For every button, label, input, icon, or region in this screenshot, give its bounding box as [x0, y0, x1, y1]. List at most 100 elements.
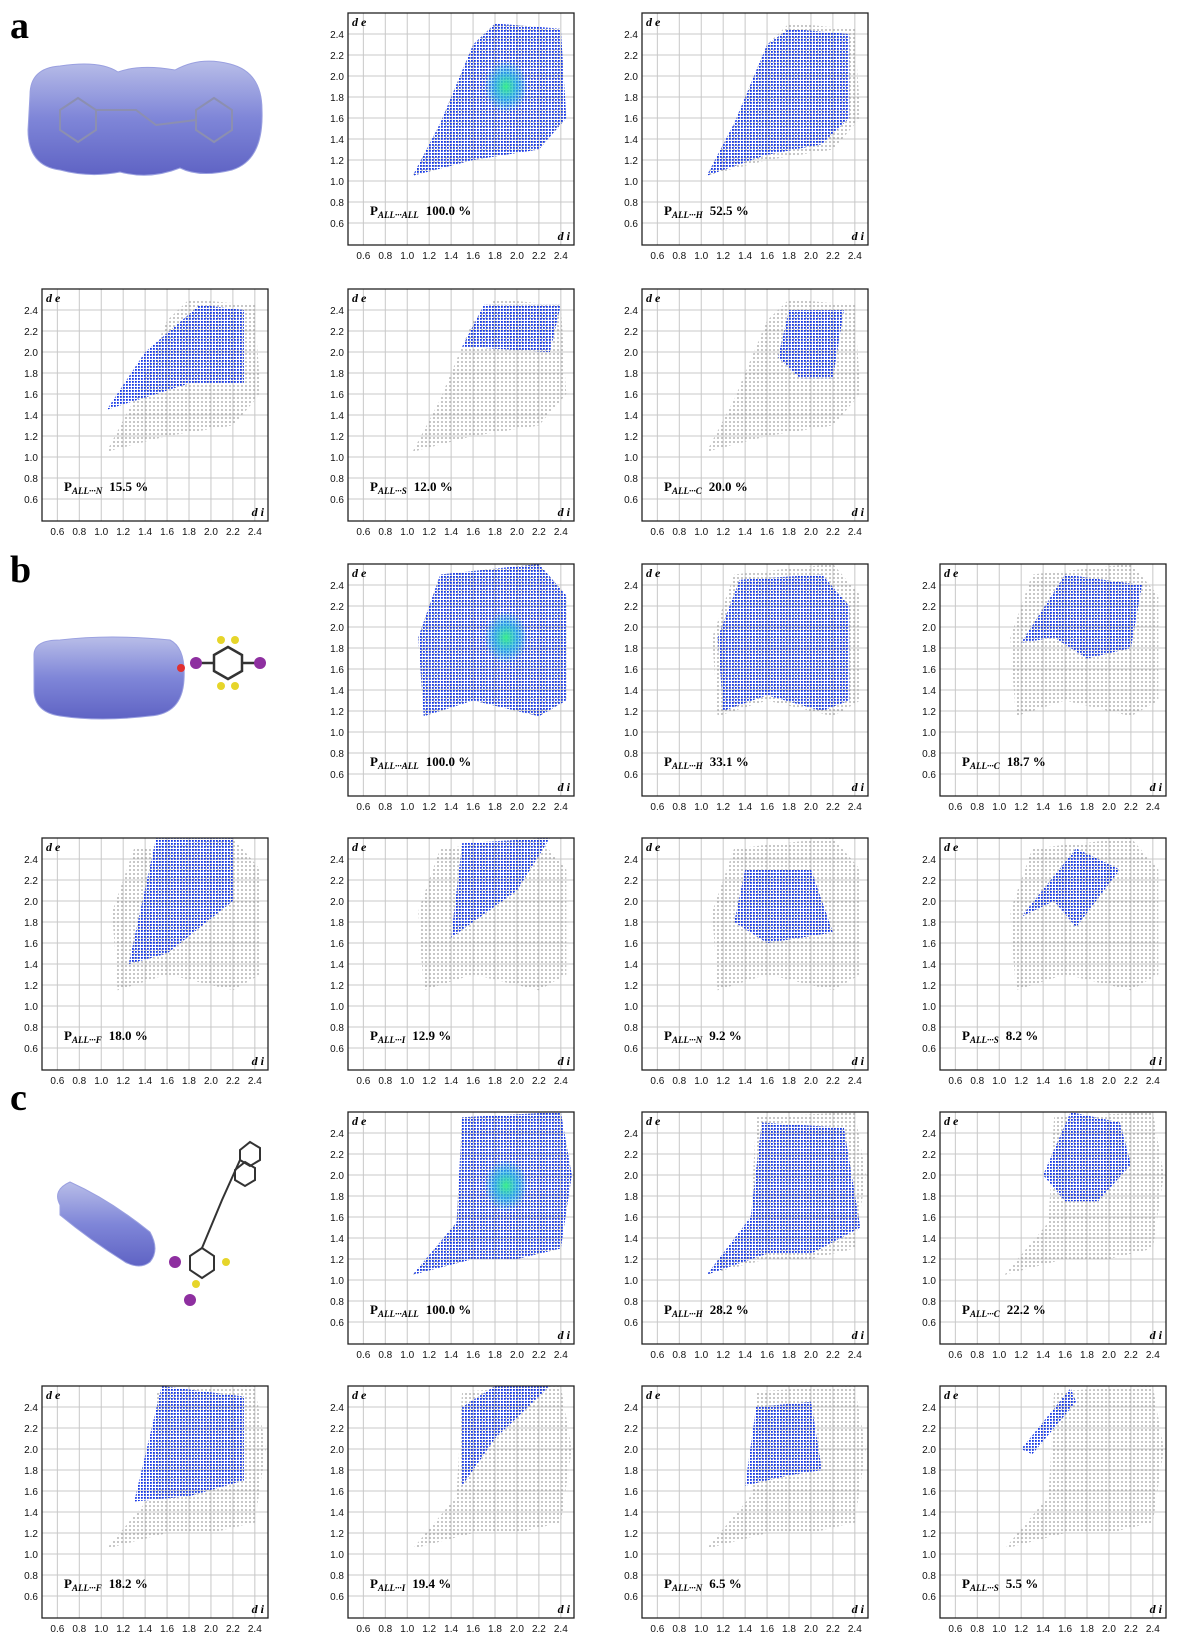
x-tick-label: 1.4 — [738, 1350, 752, 1361]
y-tick-label: 2.2 — [330, 602, 344, 613]
y-tick-label: 2.2 — [330, 51, 344, 62]
contact-symbol: P — [664, 754, 672, 769]
contact-type: ALL···I — [377, 1035, 406, 1045]
y-tick-label: 0.8 — [330, 1297, 344, 1308]
y-axis-label: d e — [944, 1114, 959, 1128]
contact-symbol: P — [370, 1302, 378, 1317]
y-tick-label: 2.0 — [922, 623, 936, 634]
x-tick-label: 2.4 — [248, 1076, 262, 1087]
y-tick-label: 1.0 — [330, 728, 344, 739]
y-tick-label: 1.4 — [330, 1508, 344, 1519]
x-tick-label: 2.2 — [826, 1076, 840, 1087]
x-tick-label: 2.4 — [848, 802, 862, 813]
x-tick-label: 1.8 — [1080, 802, 1094, 813]
x-axis-label: d i — [252, 1054, 265, 1068]
contact-percent: 9.2 % — [709, 1028, 742, 1043]
y-tick-label: 1.8 — [922, 644, 936, 655]
contact-type: ALL···S — [969, 1583, 999, 1593]
x-tick-label: 1.0 — [400, 1624, 414, 1635]
x-tick-label: 1.0 — [94, 1624, 108, 1635]
y-tick-label: 2.0 — [330, 1171, 344, 1182]
y-axis-label: d e — [944, 566, 959, 580]
y-tick-label: 2.2 — [24, 327, 38, 338]
contact-percent: 52.5 % — [710, 203, 749, 218]
x-tick-label: 1.4 — [738, 1624, 752, 1635]
y-tick-label: 2.4 — [624, 306, 638, 317]
y-tick-label: 1.8 — [330, 369, 344, 380]
y-axis-label: d e — [352, 840, 367, 854]
x-tick-label: 2.4 — [554, 251, 568, 262]
y-tick-label: 2.2 — [624, 876, 638, 887]
x-tick-label: 1.8 — [182, 1076, 196, 1087]
y-tick-label: 1.6 — [624, 1487, 638, 1498]
contact-percent: 33.1 % — [710, 754, 749, 769]
y-tick-label: 0.8 — [624, 1571, 638, 1582]
y-tick-label: 1.0 — [330, 177, 344, 188]
y-tick-label: 0.8 — [624, 1297, 638, 1308]
x-tick-label: 0.6 — [50, 1624, 64, 1635]
contact-type: ALL···H — [671, 761, 704, 771]
x-tick-label: 2.0 — [804, 527, 818, 538]
x-tick-label: 1.0 — [694, 802, 708, 813]
x-tick-label: 1.4 — [444, 1624, 458, 1635]
x-tick-label: 1.0 — [992, 1624, 1006, 1635]
x-axis-label: d i — [558, 505, 571, 519]
contact-type: ALL···N — [71, 486, 103, 496]
x-tick-label: 2.2 — [226, 527, 240, 538]
x-tick-label: 1.4 — [444, 1350, 458, 1361]
y-tick-label: 2.4 — [330, 30, 344, 41]
x-tick-label: 1.2 — [422, 1624, 436, 1635]
x-tick-label: 1.0 — [400, 527, 414, 538]
x-tick-label: 1.4 — [138, 527, 152, 538]
x-tick-label: 0.8 — [378, 1076, 392, 1087]
x-tick-label: 1.8 — [488, 527, 502, 538]
x-tick-label: 2.2 — [826, 527, 840, 538]
x-tick-label: 2.4 — [554, 1076, 568, 1087]
contact-symbol: P — [962, 1576, 970, 1591]
y-tick-label: 0.8 — [24, 1023, 38, 1034]
y-axis-label: d e — [646, 1114, 661, 1128]
y-tick-label: 0.6 — [24, 495, 38, 506]
y-tick-label: 1.8 — [624, 1192, 638, 1203]
x-tick-label: 1.8 — [1080, 1624, 1094, 1635]
y-tick-label: 0.8 — [624, 474, 638, 485]
molecule-surface — [58, 1142, 260, 1306]
x-axis-label: d i — [252, 1602, 265, 1616]
y-tick-label: 2.0 — [624, 1445, 638, 1456]
x-tick-label: 1.2 — [1014, 1624, 1028, 1635]
y-tick-label: 1.0 — [922, 728, 936, 739]
contact-symbol: P — [370, 1576, 378, 1591]
y-tick-label: 1.2 — [624, 1255, 638, 1266]
y-tick-label: 1.0 — [24, 1002, 38, 1013]
fingerprint-plot: 0.60.81.01.21.41.61.82.02.22.40.60.81.01… — [624, 564, 868, 813]
y-tick-label: 1.2 — [624, 156, 638, 167]
y-tick-label: 0.6 — [922, 1318, 936, 1329]
x-tick-label: 1.6 — [1058, 1624, 1072, 1635]
x-tick-label: 0.8 — [672, 251, 686, 262]
x-tick-label: 1.8 — [782, 1076, 796, 1087]
contact-percent: 5.5 % — [1006, 1576, 1039, 1591]
x-tick-label: 2.4 — [554, 1624, 568, 1635]
x-tick-label: 1.2 — [716, 802, 730, 813]
y-tick-label: 2.4 — [624, 1129, 638, 1140]
x-tick-label: 0.6 — [948, 1350, 962, 1361]
y-tick-label: 1.6 — [624, 1213, 638, 1224]
x-tick-label: 0.6 — [948, 802, 962, 813]
x-tick-label: 0.8 — [672, 527, 686, 538]
y-tick-label: 2.4 — [330, 855, 344, 866]
y-tick-label: 2.4 — [624, 855, 638, 866]
molecule-surface — [34, 636, 266, 719]
y-tick-label: 1.2 — [330, 1255, 344, 1266]
contact-type: ALL···C — [671, 486, 703, 496]
x-tick-label: 1.6 — [1058, 1076, 1072, 1087]
x-axis-label: d i — [852, 1054, 865, 1068]
y-tick-label: 1.2 — [24, 1529, 38, 1540]
x-tick-label: 2.2 — [532, 1624, 546, 1635]
y-tick-label: 0.6 — [24, 1592, 38, 1603]
y-tick-label: 2.4 — [922, 581, 936, 592]
y-tick-label: 1.0 — [330, 453, 344, 464]
y-axis-label: d e — [46, 1388, 61, 1402]
y-tick-label: 1.0 — [624, 453, 638, 464]
y-tick-label: 0.6 — [922, 1592, 936, 1603]
